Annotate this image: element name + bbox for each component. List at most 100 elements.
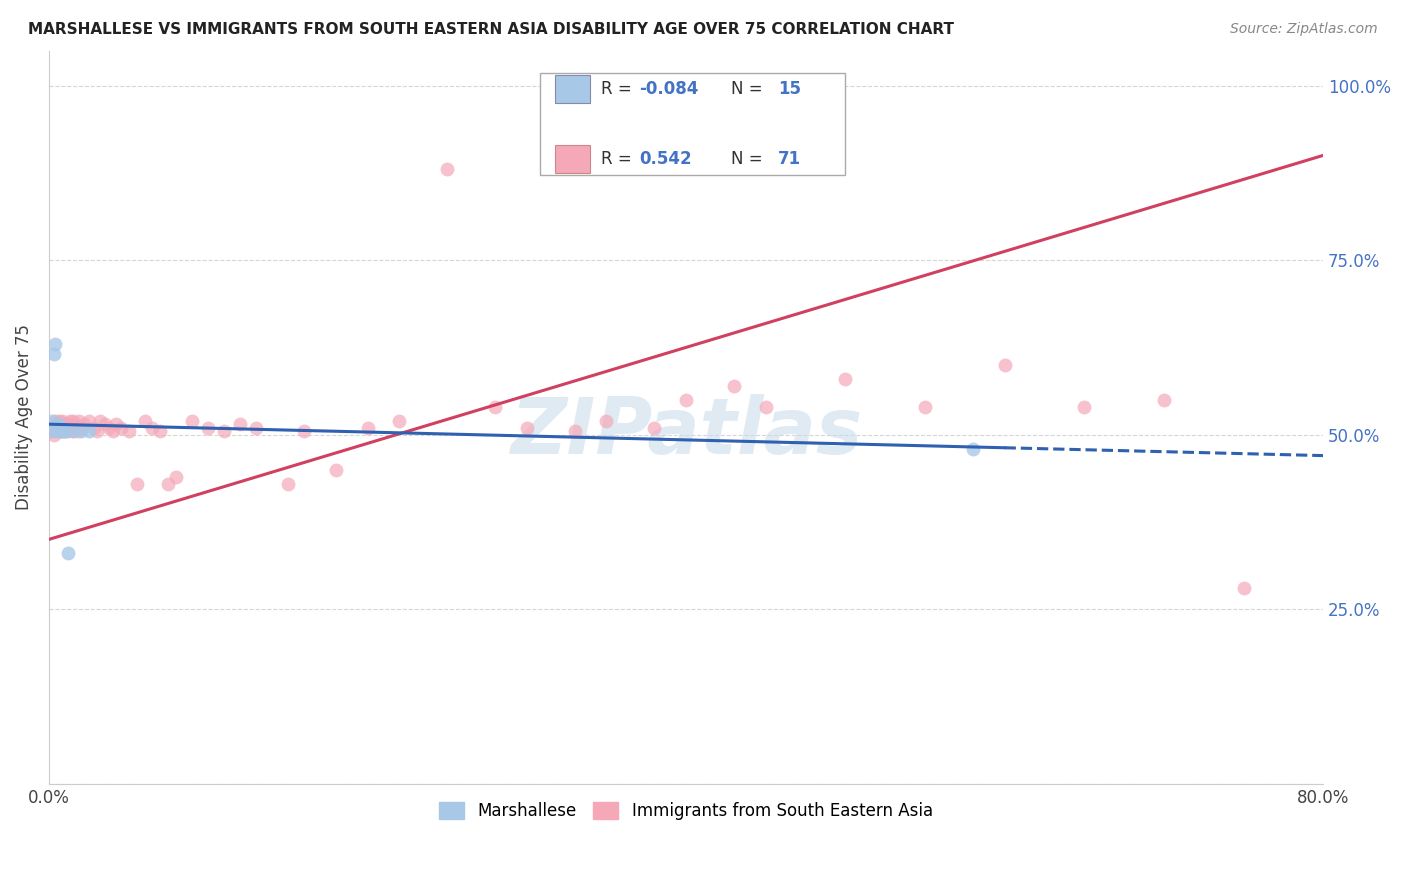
Point <box>723 379 745 393</box>
Point <box>165 469 187 483</box>
Point <box>89 414 111 428</box>
Text: -0.084: -0.084 <box>638 80 699 98</box>
Point <box>436 162 458 177</box>
Point <box>48 417 70 432</box>
Point <box>83 420 105 434</box>
Point <box>149 424 172 438</box>
Point <box>755 400 778 414</box>
Point <box>564 424 586 438</box>
Point <box>962 442 984 456</box>
Text: N =: N = <box>731 80 768 98</box>
Point <box>44 414 66 428</box>
Point <box>212 424 235 438</box>
Text: Source: ZipAtlas.com: Source: ZipAtlas.com <box>1230 22 1378 37</box>
Point <box>53 417 76 432</box>
Point <box>292 424 315 438</box>
Text: 0.542: 0.542 <box>638 150 692 168</box>
Point <box>67 414 90 428</box>
Point <box>52 424 75 438</box>
Point <box>56 546 79 560</box>
Point <box>62 414 84 428</box>
Point <box>77 424 100 438</box>
Point <box>141 420 163 434</box>
Point <box>51 414 73 428</box>
Point <box>1232 581 1254 595</box>
Point <box>56 424 79 438</box>
Point <box>69 424 91 438</box>
Point <box>44 337 66 351</box>
Bar <box>540 72 845 176</box>
Point <box>51 424 73 438</box>
Point <box>42 347 65 361</box>
Point <box>994 358 1017 372</box>
Point <box>181 414 204 428</box>
Point <box>110 420 132 434</box>
Point <box>52 417 75 432</box>
Point <box>245 420 267 434</box>
Bar <box>555 75 591 103</box>
Legend: Marshallese, Immigrants from South Eastern Asia: Marshallese, Immigrants from South Easte… <box>433 795 939 827</box>
Point <box>48 424 70 438</box>
Point <box>104 417 127 432</box>
Point <box>86 424 108 438</box>
Point <box>388 414 411 428</box>
Point <box>53 424 76 438</box>
Point <box>45 417 67 432</box>
Point <box>49 420 72 434</box>
Text: R =: R = <box>600 80 637 98</box>
Point <box>65 420 87 434</box>
Point <box>125 476 148 491</box>
Point <box>98 420 121 434</box>
Y-axis label: Disability Age Over 75: Disability Age Over 75 <box>15 324 32 510</box>
Point <box>157 476 180 491</box>
Point <box>356 420 378 434</box>
Point <box>39 424 62 438</box>
Point <box>60 420 83 434</box>
Text: MARSHALLESE VS IMMIGRANTS FROM SOUTH EASTERN ASIA DISABILITY AGE OVER 75 CORRELA: MARSHALLESE VS IMMIGRANTS FROM SOUTH EAS… <box>28 22 955 37</box>
Point <box>51 424 73 438</box>
Point <box>62 424 84 438</box>
Point <box>643 420 665 434</box>
Point <box>53 424 76 438</box>
Point <box>277 476 299 491</box>
Text: N =: N = <box>731 150 768 168</box>
Text: 71: 71 <box>778 150 801 168</box>
Point <box>675 392 697 407</box>
Point <box>39 424 62 438</box>
Point <box>63 417 86 432</box>
Point <box>52 420 75 434</box>
Text: 15: 15 <box>778 80 801 98</box>
Point <box>45 424 67 438</box>
Point <box>117 424 139 438</box>
Point <box>325 462 347 476</box>
Point <box>484 400 506 414</box>
Point <box>55 420 77 434</box>
Bar <box>555 145 591 173</box>
Point <box>914 400 936 414</box>
Point <box>134 414 156 428</box>
Point <box>59 414 82 428</box>
Point <box>93 417 115 432</box>
Point <box>56 417 79 432</box>
Point <box>62 424 84 438</box>
Text: R =: R = <box>600 150 637 168</box>
Point <box>1153 392 1175 407</box>
Point <box>229 417 252 432</box>
Point <box>69 420 91 434</box>
Point <box>49 417 72 432</box>
Point <box>42 427 65 442</box>
Point <box>41 420 63 434</box>
Point <box>516 420 538 434</box>
Point <box>101 424 124 438</box>
Point <box>595 414 617 428</box>
Point <box>48 414 70 428</box>
Point <box>73 417 96 432</box>
Point <box>49 424 72 438</box>
Point <box>77 414 100 428</box>
Point <box>44 424 66 438</box>
Text: ZIPatlas: ZIPatlas <box>510 394 862 470</box>
Point <box>197 420 219 434</box>
Point <box>834 372 856 386</box>
Point <box>45 420 67 434</box>
Point <box>66 424 89 438</box>
